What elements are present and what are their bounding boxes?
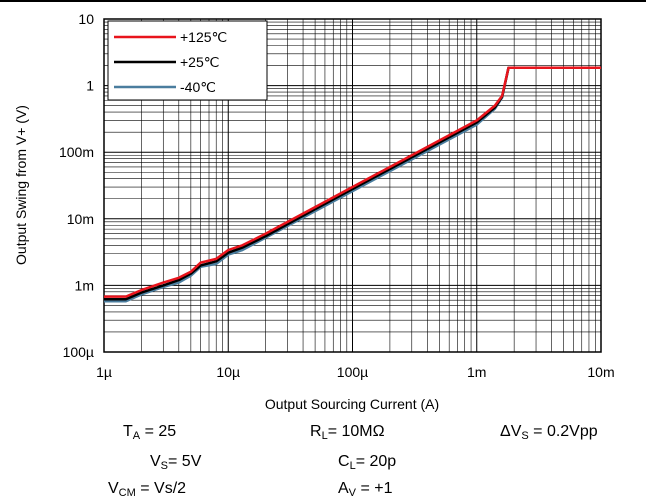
x-tick-label: 10m [587,364,614,380]
tick-labels: 1µ 10µ 100µ 1m 10m 10 1 100m 10m 1m 100µ [59,11,615,380]
x-tick-label: 1µ [96,364,112,380]
series-line-1 [104,66,601,301]
y-tick-label: 100µ [63,344,94,360]
top-rule [0,0,646,2]
y-tick-label: 1 [86,78,94,94]
condition-cl: CL= 20p [338,453,397,472]
x-tick-label: 1m [467,364,486,380]
condition-vcm: VCM = Vs/2 [108,480,187,499]
x-tick-label: 100µ [337,364,368,380]
condition-av: AV = +1 [338,480,393,499]
chart: 1µ 10µ 100µ 1m 10m 10 1 100m 10m 1m 100µ Output So… [13,11,615,412]
condition-ta: TA = 25 [123,423,177,442]
series-layer [104,66,601,303]
x-tick-label: 10µ [216,364,240,380]
legend-label-125c: +125℃ [180,29,227,45]
condition-vs: VS= 5V [150,453,202,472]
plot-frame [103,18,602,353]
x-axis-title: Output Sourcing Current (A) [265,396,439,412]
y-tick-label: 10 [78,11,94,27]
legend-label-25c: +25℃ [180,54,219,70]
y-tick-label: 1m [75,277,94,293]
condition-rl: RL= 10MΩ [310,423,385,442]
legend: +125℃ +25℃ -40℃ [107,20,268,101]
condition-delta-vs: ΔVS = 0.2Vpp [500,423,598,442]
y-axis-title: Output Swing from V+ (V) [13,105,29,265]
y-tick-label: 100m [59,144,94,160]
legend-label-minus40c: -40℃ [180,79,216,95]
series-line-0 [104,66,601,298]
y-tick-label: 10m [67,211,94,227]
